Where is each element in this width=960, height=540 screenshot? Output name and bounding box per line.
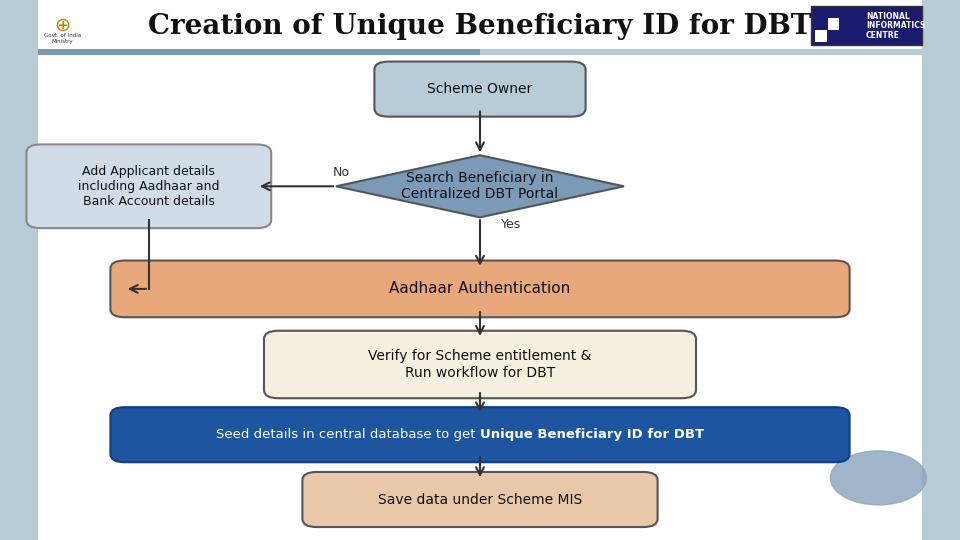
Text: No: No bbox=[333, 166, 350, 179]
FancyBboxPatch shape bbox=[110, 407, 850, 462]
FancyBboxPatch shape bbox=[43, 9, 139, 46]
FancyBboxPatch shape bbox=[374, 62, 586, 117]
Text: Yes: Yes bbox=[501, 218, 521, 231]
FancyBboxPatch shape bbox=[26, 144, 271, 228]
FancyBboxPatch shape bbox=[302, 472, 658, 527]
FancyBboxPatch shape bbox=[922, 0, 960, 540]
Text: ⊕: ⊕ bbox=[54, 16, 71, 35]
FancyBboxPatch shape bbox=[480, 49, 922, 55]
Text: Scheme Owner: Scheme Owner bbox=[427, 82, 533, 96]
Circle shape bbox=[830, 451, 926, 505]
Text: INFORMATICS: INFORMATICS bbox=[866, 22, 925, 30]
FancyBboxPatch shape bbox=[264, 330, 696, 399]
FancyBboxPatch shape bbox=[815, 30, 827, 42]
FancyBboxPatch shape bbox=[38, 49, 480, 55]
Text: Creation of Unique Beneficiary ID for DBT: Creation of Unique Beneficiary ID for DB… bbox=[148, 14, 812, 40]
FancyBboxPatch shape bbox=[38, 0, 922, 540]
FancyBboxPatch shape bbox=[815, 18, 827, 30]
Text: Unique Beneficiary ID for DBT: Unique Beneficiary ID for DBT bbox=[480, 428, 704, 441]
Text: Add Applicant details
including Aadhaar and
Bank Account details: Add Applicant details including Aadhaar … bbox=[78, 165, 220, 208]
FancyBboxPatch shape bbox=[828, 18, 839, 30]
FancyBboxPatch shape bbox=[828, 30, 839, 42]
FancyBboxPatch shape bbox=[110, 260, 850, 317]
FancyBboxPatch shape bbox=[0, 0, 38, 540]
Text: Aadhaar Authentication: Aadhaar Authentication bbox=[390, 281, 570, 296]
Text: Verify for Scheme entitlement &
Run workflow for DBT: Verify for Scheme entitlement & Run work… bbox=[369, 349, 591, 380]
Text: Seed details in central database to get: Seed details in central database to get bbox=[216, 428, 480, 441]
Text: Search Beneficiary in
Centralized DBT Portal: Search Beneficiary in Centralized DBT Po… bbox=[401, 171, 559, 201]
Text: CENTRE: CENTRE bbox=[866, 31, 900, 40]
Text: NATIONAL: NATIONAL bbox=[866, 12, 910, 21]
Polygon shape bbox=[336, 156, 624, 217]
FancyBboxPatch shape bbox=[811, 6, 922, 45]
Text: Govt. of India
Ministry: Govt. of India Ministry bbox=[44, 33, 81, 44]
Text: Save data under Scheme MIS: Save data under Scheme MIS bbox=[378, 492, 582, 507]
